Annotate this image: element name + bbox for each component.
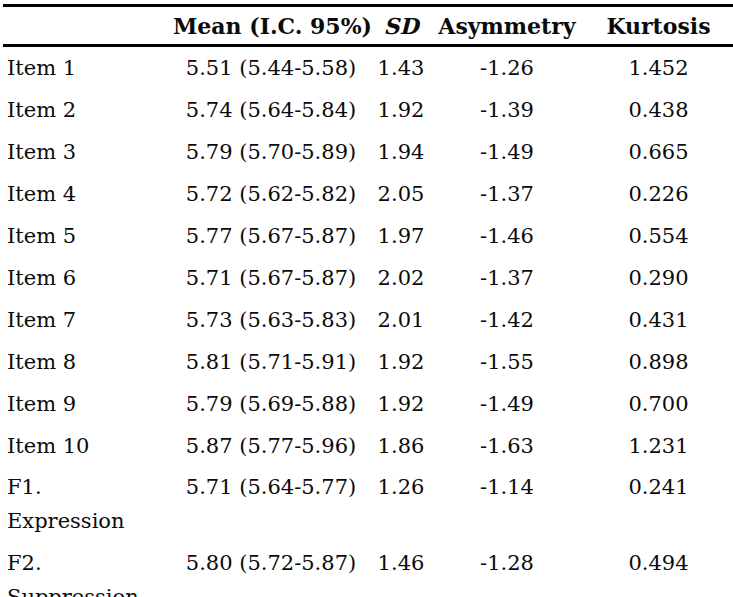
row-label: Item 1 <box>3 46 173 90</box>
descriptive-statistics-table: Mean (I.C. 95%) SD Asymmetry Kurtosis It… <box>3 4 733 597</box>
mean-ci-cell: 5.87 (5.77-5.96) <box>173 425 369 467</box>
mean-ci-cell: 5.79 (5.70-5.89) <box>173 131 369 173</box>
kurtosis-cell: 0.226 <box>581 173 733 215</box>
sd-cell: 1.92 <box>369 341 433 383</box>
table-row: Item 3 5.79 (5.70-5.89) 1.94 -1.49 0.665 <box>3 131 733 173</box>
table-row: Item 9 5.79 (5.69-5.88) 1.92 -1.49 0.700 <box>3 383 733 425</box>
sd-cell: 1.46 <box>369 543 433 597</box>
table-row: Item 1 5.51 (5.44-5.58) 1.43 -1.26 1.452 <box>3 46 733 90</box>
mean-ci-cell: 5.51 (5.44-5.58) <box>173 46 369 90</box>
sd-cell: 2.05 <box>369 173 433 215</box>
mean-ci-cell: 5.81 (5.71-5.91) <box>173 341 369 383</box>
asymmetry-cell: -1.37 <box>433 257 581 299</box>
row-label: Item 2 <box>3 89 173 131</box>
table-row: Item 6 5.71 (5.67-5.87) 2.02 -1.37 0.290 <box>3 257 733 299</box>
mean-ci-cell: 5.74 (5.64-5.84) <box>173 89 369 131</box>
kurtosis-cell: 0.700 <box>581 383 733 425</box>
kurtosis-cell: 1.231 <box>581 425 733 467</box>
row-label: Item 7 <box>3 299 173 341</box>
sd-cell: 1.92 <box>369 89 433 131</box>
mean-ci-cell: 5.72 (5.62-5.82) <box>173 173 369 215</box>
kurtosis-cell: 0.241 <box>581 467 733 543</box>
table-row-factor-1: F1. Expression 5.71 (5.64-5.77) 1.26 -1.… <box>3 467 733 543</box>
sd-cell: 2.01 <box>369 299 433 341</box>
asymmetry-cell: -1.49 <box>433 383 581 425</box>
header-row: Mean (I.C. 95%) SD Asymmetry Kurtosis <box>3 6 733 46</box>
asymmetry-cell: -1.55 <box>433 341 581 383</box>
table-row: Item 5 5.77 (5.67-5.87) 1.97 -1.46 0.554 <box>3 215 733 257</box>
sd-cell: 2.02 <box>369 257 433 299</box>
kurtosis-cell: 0.554 <box>581 215 733 257</box>
asymmetry-cell: -1.49 <box>433 131 581 173</box>
sd-cell: 1.97 <box>369 215 433 257</box>
asymmetry-cell: -1.39 <box>433 89 581 131</box>
table-row: Item 4 5.72 (5.62-5.82) 2.05 -1.37 0.226 <box>3 173 733 215</box>
mean-ci-cell: 5.71 (5.64-5.77) <box>173 467 369 543</box>
row-label: Item 6 <box>3 257 173 299</box>
row-label: Item 5 <box>3 215 173 257</box>
sd-cell: 1.92 <box>369 383 433 425</box>
kurtosis-cell: 0.290 <box>581 257 733 299</box>
sd-cell: 1.43 <box>369 46 433 90</box>
row-label: Item 8 <box>3 341 173 383</box>
row-label: Item 9 <box>3 383 173 425</box>
asymmetry-cell: -1.14 <box>433 467 581 543</box>
col-header-sd: SD <box>369 6 433 46</box>
table-row: Item 7 5.73 (5.63-5.83) 2.01 -1.42 0.431 <box>3 299 733 341</box>
table-row: Item 8 5.81 (5.71-5.91) 1.92 -1.55 0.898 <box>3 341 733 383</box>
sd-cell: 1.86 <box>369 425 433 467</box>
paper-table-page: Mean (I.C. 95%) SD Asymmetry Kurtosis It… <box>0 0 733 597</box>
mean-ci-cell: 5.73 (5.63-5.83) <box>173 299 369 341</box>
kurtosis-cell: 0.431 <box>581 299 733 341</box>
table-row: Item 2 5.74 (5.64-5.84) 1.92 -1.39 0.438 <box>3 89 733 131</box>
table-row: Item 10 5.87 (5.77-5.96) 1.86 -1.63 1.23… <box>3 425 733 467</box>
asymmetry-cell: -1.37 <box>433 173 581 215</box>
kurtosis-cell: 0.494 <box>581 543 733 597</box>
col-header-asymmetry: Asymmetry <box>433 6 581 46</box>
kurtosis-cell: 0.665 <box>581 131 733 173</box>
col-header-blank <box>3 6 173 46</box>
mean-ci-cell: 5.79 (5.69-5.88) <box>173 383 369 425</box>
row-label: Item 3 <box>3 131 173 173</box>
sd-cell: 1.26 <box>369 467 433 543</box>
kurtosis-cell: 1.452 <box>581 46 733 90</box>
col-header-mean-ci: Mean (I.C. 95%) <box>173 6 369 46</box>
mean-ci-cell: 5.77 (5.67-5.87) <box>173 215 369 257</box>
row-label: Item 4 <box>3 173 173 215</box>
asymmetry-cell: -1.42 <box>433 299 581 341</box>
row-label: Item 10 <box>3 425 173 467</box>
asymmetry-cell: -1.46 <box>433 215 581 257</box>
mean-ci-cell: 5.80 (5.72-5.87) <box>173 543 369 597</box>
asymmetry-cell: -1.63 <box>433 425 581 467</box>
asymmetry-cell: -1.26 <box>433 46 581 90</box>
table-row-factor-2: F2. Suppression 5.80 (5.72-5.87) 1.46 -1… <box>3 543 733 597</box>
sd-cell: 1.94 <box>369 131 433 173</box>
row-label: F2. Suppression <box>3 543 173 597</box>
mean-ci-cell: 5.71 (5.67-5.87) <box>173 257 369 299</box>
row-label: F1. Expression <box>3 467 173 543</box>
col-header-kurtosis: Kurtosis <box>581 6 733 46</box>
kurtosis-cell: 0.438 <box>581 89 733 131</box>
kurtosis-cell: 0.898 <box>581 341 733 383</box>
asymmetry-cell: -1.28 <box>433 543 581 597</box>
